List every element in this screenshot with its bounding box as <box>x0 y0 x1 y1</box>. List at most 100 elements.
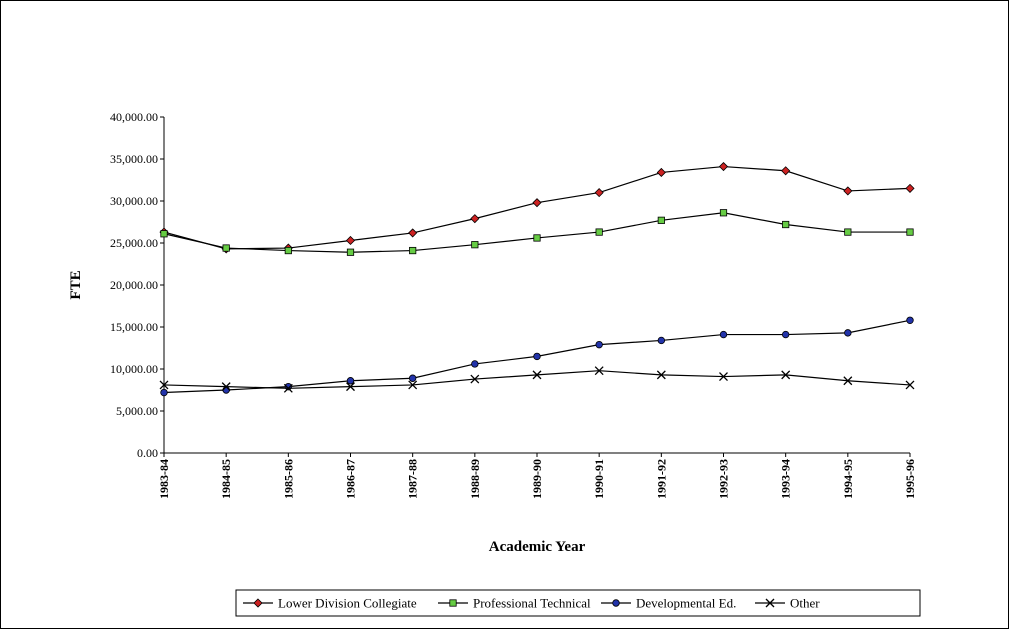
data-point <box>345 235 356 246</box>
x-tick-label: 1987-88 <box>406 459 420 499</box>
x-marker-stroke <box>470 374 480 384</box>
data-point <box>657 336 666 345</box>
legend-marker <box>253 598 263 608</box>
x-tick-label: 1995-96 <box>903 459 917 499</box>
x-marker-stroke <box>346 382 355 392</box>
x-marker-stroke <box>843 376 853 386</box>
y-tick-label: 15,000.00 <box>110 320 158 334</box>
x-tick-label: 1986-87 <box>344 459 358 499</box>
x-marker-stroke <box>719 372 728 382</box>
data-point <box>470 374 480 384</box>
data-point <box>656 370 666 380</box>
x-tick-label: 1991-92 <box>654 459 668 499</box>
legend-box <box>235 589 921 617</box>
data-point <box>533 234 541 242</box>
data-point <box>657 216 665 224</box>
data-point <box>346 377 355 385</box>
legend-item: Professional Technical <box>438 596 591 611</box>
y-tick-label: 30,000.00 <box>110 194 158 208</box>
data-point <box>844 329 852 337</box>
legend-label: Developmental Ed. <box>636 596 736 611</box>
x-marker-stroke <box>532 370 542 380</box>
x-tick-label: 1988-89 <box>468 459 482 499</box>
data-point <box>719 209 728 217</box>
y-axis-title: FTE <box>68 270 84 299</box>
legend-marker <box>449 599 457 607</box>
y-tick-label: 5,000.00 <box>116 404 158 418</box>
legend: Lower Division Collegiate Professional Te… <box>235 589 921 617</box>
x-marker-stroke <box>594 366 604 376</box>
legend-marker <box>765 598 775 608</box>
y-tick-label: 10,000.00 <box>110 362 158 376</box>
data-point <box>656 167 666 178</box>
legend-item: Other <box>755 596 820 611</box>
x-marker-stroke <box>656 370 666 380</box>
data-point <box>595 228 603 236</box>
data-point <box>718 161 729 172</box>
data-point <box>470 214 480 224</box>
data-point <box>409 246 417 255</box>
x-marker-stroke <box>283 383 293 393</box>
legend-marker <box>612 599 620 607</box>
data-point <box>594 188 604 198</box>
data-point <box>408 380 418 390</box>
x-tick-label: 1989-90 <box>530 459 544 499</box>
data-point <box>284 246 292 255</box>
data-point <box>408 228 418 238</box>
y-tick-label: 40,000.00 <box>110 110 158 124</box>
data-point <box>532 198 542 208</box>
data-point <box>159 380 169 390</box>
data-point <box>160 230 168 238</box>
data-point <box>595 340 603 349</box>
data-point <box>906 316 914 324</box>
data-point <box>843 376 853 386</box>
data-point <box>160 388 168 397</box>
data-point <box>905 183 915 193</box>
legend-label: Professional Technical <box>473 596 591 611</box>
y-tick-label: 0.00 <box>137 446 158 460</box>
y-tick-label: 35,000.00 <box>110 152 158 166</box>
y-tick-label: 25,000.00 <box>110 236 158 250</box>
x-tick-label: 1994-95 <box>841 459 855 499</box>
data-point <box>471 360 479 368</box>
data-point <box>844 228 852 236</box>
x-marker-stroke <box>905 380 915 390</box>
data-point <box>719 330 728 339</box>
data-point <box>471 241 479 249</box>
data-point <box>283 383 293 393</box>
x-marker-stroke <box>781 370 791 380</box>
x-tick-label: 1990-91 <box>592 459 606 499</box>
data-point <box>781 330 790 339</box>
data-point <box>905 380 915 390</box>
data-point <box>408 374 417 382</box>
x-tick-label: 1983-84 <box>157 459 171 499</box>
data-point <box>532 370 542 380</box>
x-axis-title: Academic Year <box>489 539 586 555</box>
data-point <box>781 166 791 176</box>
legend-item: Lower Division Collegiate <box>243 596 417 611</box>
data-point <box>906 228 914 236</box>
data-point <box>222 244 230 252</box>
plot-area: 0.00 5,000.00 10,000.00 15,000.00 20,000.00 2… <box>110 110 917 499</box>
data-point <box>781 370 791 380</box>
x-tick-label: 1993-94 <box>779 459 793 499</box>
x-tick-label: 1992-93 <box>717 459 731 499</box>
data-point <box>221 382 231 392</box>
data-point <box>719 372 728 382</box>
x-marker-stroke <box>408 380 418 390</box>
legend-item: Developmental Ed. <box>601 596 736 611</box>
data-point <box>843 186 853 196</box>
data-point <box>782 220 790 229</box>
y-tick-label: 20,000.00 <box>110 278 158 292</box>
x-marker-stroke <box>221 382 231 392</box>
data-point <box>222 386 230 394</box>
x-tick-label: 1985-86 <box>281 459 295 499</box>
data-point <box>346 248 355 256</box>
x-marker-stroke <box>765 598 775 608</box>
x-marker-stroke <box>159 380 169 390</box>
legend-label: Other <box>790 596 820 611</box>
data-point <box>594 366 604 376</box>
